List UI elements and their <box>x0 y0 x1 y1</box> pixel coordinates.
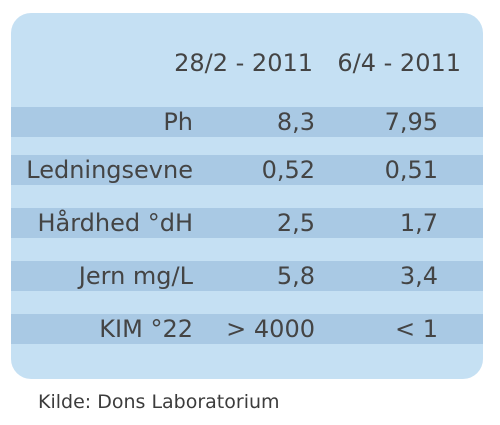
hardness-value-date-2: 1,7 <box>399 209 438 237</box>
kim-value-date-1: > 4000 <box>226 315 315 343</box>
row-label-hardness: Hårdhed °dH <box>37 209 193 237</box>
table-row-band <box>11 261 483 291</box>
row-label-kim: KIM °22 <box>99 315 193 343</box>
table-row-band <box>11 107 483 137</box>
hardness-value-date-1: 2,5 <box>276 209 315 237</box>
row-label-conductivity: Ledningsevne <box>26 156 193 184</box>
row-label-iron: Jern mg/L <box>78 262 193 290</box>
column-header-date-2: 6/4 - 2011 <box>337 49 461 77</box>
iron-value-date-2: 3,4 <box>399 262 438 290</box>
row-label-ph: Ph <box>163 108 193 136</box>
table-row-band <box>11 208 483 238</box>
ph-value-date-1: 8,3 <box>276 108 315 136</box>
ph-value-date-2: 7,95 <box>384 108 438 136</box>
conductivity-value-date-1: 0,52 <box>261 156 315 184</box>
conductivity-value-date-2: 0,51 <box>384 156 438 184</box>
water-analysis-table: 28/2 - 2011 6/4 - 2011 Ph 8,3 7,95 Ledni… <box>11 13 483 379</box>
iron-value-date-1: 5,8 <box>276 262 315 290</box>
column-header-date-1: 28/2 - 2011 <box>174 49 313 77</box>
kim-value-date-2: < 1 <box>394 315 438 343</box>
source-caption: Kilde: Dons Laboratorium <box>38 391 280 413</box>
table-row-band <box>11 314 483 344</box>
table-row-band <box>11 155 483 185</box>
